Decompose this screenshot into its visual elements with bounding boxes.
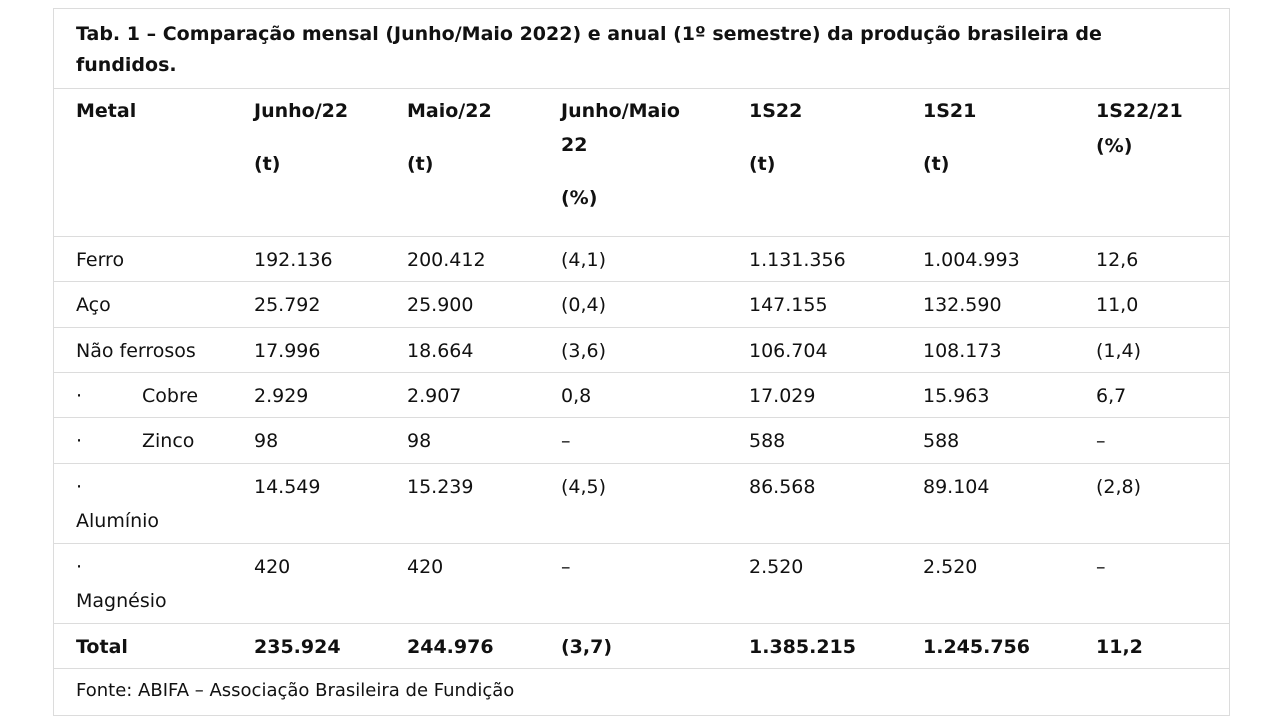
value-junho22: 25.792 [254,294,321,316]
value-1s21: 2.520 [923,556,978,578]
bullet-marker: · [76,476,83,498]
value-junho-maio-pct: – [561,430,571,452]
value-junho22: 420 [254,556,291,578]
value-maio22: 15.239 [407,476,474,498]
metal-name: · Magnésio [76,550,167,618]
value-maio22: 200.412 [407,249,486,271]
value-junho22: 98 [254,430,279,452]
table-row: · Zinco 98 98 – 588 588 – [54,418,1229,464]
bullet-marker: · [76,385,83,407]
total-junho22: 235.924 [254,636,341,658]
value-junho22: 192.136 [254,249,333,271]
metal-label: Magnésio [76,590,167,612]
metal-label: Cobre [142,385,199,407]
header-junho22: Junho/22 (t) [254,100,349,175]
header-1s22-21-pct: 1S22/21 (%) [1096,100,1183,157]
table-row: Não ferrosos 17.996 18.664 (3,6) 106.704… [54,328,1229,373]
value-maio22: 2.907 [407,385,462,407]
value-1s22: 147.155 [749,294,828,316]
metal-name: Não ferrosos [76,340,196,362]
header-1s22: 1S22 (t) [749,100,803,175]
value-junho22: 17.996 [254,340,321,362]
value-1s22-21-pct: (1,4) [1096,340,1142,362]
value-1s21: 108.173 [923,340,1002,362]
total-1s21: 1.245.756 [923,636,1030,658]
value-maio22: 25.900 [407,294,474,316]
table-row: · Cobre 2.929 2.907 0,8 17.029 15.963 6,7 [54,373,1229,418]
caption-line-1: Tab. 1 – Comparação mensal (Junho/Maio 2… [76,23,1102,45]
header-maio22: Maio/22 (t) [407,100,492,175]
value-1s21: 89.104 [923,476,990,498]
table-caption: Tab. 1 – Comparação mensal (Junho/Maio 2… [54,9,1229,89]
total-1s22-21-pct: 11,2 [1096,636,1143,658]
production-table: Tab. 1 – Comparação mensal (Junho/Maio 2… [53,8,1230,716]
value-maio22: 420 [407,556,444,578]
value-1s22-21-pct: 12,6 [1096,249,1139,271]
table-header-row: Metal Junho/22 (t) Maio/22 (t) Junho/Mai… [54,89,1229,237]
value-1s21: 1.004.993 [923,249,1020,271]
value-1s21: 15.963 [923,385,990,407]
value-1s22: 17.029 [749,385,816,407]
value-junho22: 14.549 [254,476,321,498]
total-junho-maio-pct: (3,7) [561,636,613,658]
metal-name: · Alumínio [76,470,159,538]
value-1s22-21-pct: (2,8) [1096,476,1142,498]
value-junho-maio-pct: (4,5) [561,476,607,498]
header-junho-maio-pct: Junho/Maio 22 (%) [561,100,680,209]
value-maio22: 18.664 [407,340,474,362]
metal-label: Alumínio [76,510,160,532]
caption-line-2: fundidos. [76,54,177,76]
value-1s21: 588 [923,430,960,452]
total-1s22: 1.385.215 [749,636,856,658]
value-junho-maio-pct: (4,1) [561,249,607,271]
metal-name: · Cobre [76,379,198,413]
value-junho-maio-pct: – [561,556,571,578]
value-1s22: 106.704 [749,340,828,362]
total-label: Total [76,636,128,658]
value-1s22-21-pct: 6,7 [1096,385,1127,407]
value-junho-maio-pct: (3,6) [561,340,607,362]
bullet-marker: · [76,430,83,452]
metal-name: · Zinco [76,424,194,458]
value-1s22-21-pct: 11,0 [1096,294,1139,316]
value-1s22-21-pct: – [1096,430,1106,452]
metal-label: Zinco [142,430,195,452]
metal-name: Ferro [76,249,125,271]
value-1s22-21-pct: – [1096,556,1106,578]
table-row: Ferro 192.136 200.412 (4,1) 1.131.356 1.… [54,237,1229,282]
header-metal: Metal [76,100,137,122]
table-source-row: Fonte: ABIFA – Associação Brasileira de … [54,669,1229,715]
metal-name: Aço [76,294,111,316]
value-1s22: 1.131.356 [749,249,846,271]
header-1s21: 1S21 (t) [923,100,977,175]
value-1s22: 86.568 [749,476,816,498]
value-maio22: 98 [407,430,432,452]
table-row: · Magnésio 420 420 – 2.520 2.520 – [54,544,1229,624]
table-row: Aço 25.792 25.900 (0,4) 147.155 132.590 … [54,282,1229,328]
value-junho-maio-pct: (0,4) [561,294,607,316]
value-1s21: 132.590 [923,294,1002,316]
table-row: · Alumínio 14.549 15.239 (4,5) 86.568 89… [54,464,1229,544]
table-total-row: Total 235.924 244.976 (3,7) 1.385.215 1.… [54,624,1229,669]
total-maio22: 244.976 [407,636,494,658]
value-1s22: 2.520 [749,556,804,578]
bullet-marker: · [76,556,83,578]
table-source: Fonte: ABIFA – Associação Brasileira de … [76,680,515,701]
value-junho-maio-pct: 0,8 [561,385,592,407]
value-1s22: 588 [749,430,786,452]
value-junho22: 2.929 [254,385,309,407]
